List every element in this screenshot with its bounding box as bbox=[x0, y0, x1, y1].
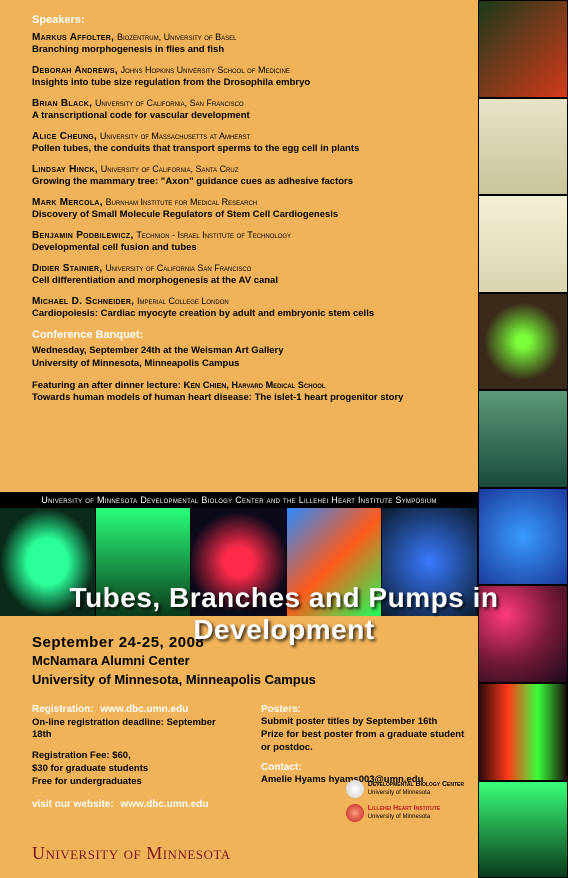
speaker-entry: Brian Black, University of California, S… bbox=[32, 98, 468, 121]
banquet-line: Wednesday, September 24th at the Weisman… bbox=[32, 345, 468, 358]
sidebar-image-cell bbox=[478, 0, 568, 98]
dbc-logo-sub: University of Minnesota bbox=[368, 790, 430, 796]
registration-column: Registration: www.dbc.umn.edu On-line re… bbox=[32, 703, 237, 789]
banquet-feature: Featuring an after dinner lecture: Ken C… bbox=[32, 379, 468, 393]
registration-heading: Registration: bbox=[32, 704, 94, 715]
university-wordmark: University of Minnesota bbox=[32, 843, 231, 864]
banquet-line: University of Minnesota, Minneapolis Cam… bbox=[32, 358, 468, 371]
lillehei-logo-text: Lillehei Heart Institute bbox=[368, 805, 440, 812]
event-campus: University of Minnesota, Minneapolis Cam… bbox=[32, 672, 466, 689]
posters-heading: Posters: bbox=[261, 703, 466, 717]
top-panel: Speakers: Markus Affolter, Biozentrum, U… bbox=[0, 0, 478, 492]
banquet-heading: Conference Banquet: bbox=[32, 329, 468, 341]
registration-fee: Free for undergraduates bbox=[32, 776, 237, 789]
banquet-feature-name: Ken Chien, bbox=[184, 380, 229, 391]
dbc-logo-text: Developmental Biology Center bbox=[368, 781, 464, 788]
posters-line: Prize for best poster from a graduate st… bbox=[261, 729, 466, 755]
lillehei-logo-icon bbox=[346, 804, 364, 822]
sidebar-image-cell bbox=[478, 488, 568, 586]
website-url[interactable]: www.dbc.umn.edu bbox=[120, 799, 208, 810]
main-title: Tubes, Branches and Pumps in Development bbox=[0, 582, 568, 646]
sidebar-image-cell bbox=[478, 683, 568, 781]
website-label: visit our website: bbox=[32, 799, 114, 810]
registration-deadline: On-line registration deadline: September… bbox=[32, 717, 237, 743]
registration-url[interactable]: www.dbc.umn.edu bbox=[100, 704, 188, 715]
bottom-panel: September 24-25, 2008 McNamara Alumni Ce… bbox=[0, 616, 478, 878]
banquet-feature-talk: Towards human models of human heart dise… bbox=[32, 392, 468, 405]
speaker-entry: Benjamin Podbilewicz, Technion - Israel … bbox=[32, 230, 468, 253]
speaker-entry: Alice Cheung, University of Massachusett… bbox=[32, 131, 468, 154]
event-venue: McNamara Alumni Center bbox=[32, 653, 466, 670]
speaker-entry: Deborah Andrews, Johns Hopkins Universit… bbox=[32, 65, 468, 88]
speakers-list: Markus Affolter, Biozentrum, University … bbox=[32, 32, 468, 319]
speaker-entry: Markus Affolter, Biozentrum, University … bbox=[32, 32, 468, 55]
speakers-heading: Speakers: bbox=[32, 14, 468, 26]
sidebar-image-cell bbox=[478, 781, 568, 878]
registration-fee: $30 for graduate students bbox=[32, 763, 237, 776]
speaker-entry: Mark Mercola, Burnham Institute for Medi… bbox=[32, 197, 468, 220]
speaker-entry: Michael D. Schneider, Imperial College L… bbox=[32, 296, 468, 319]
lillehei-logo-sub: University of Minnesota bbox=[368, 814, 430, 820]
sidebar-image-cell bbox=[478, 293, 568, 391]
posters-line: Submit poster titles by September 16th bbox=[261, 716, 466, 729]
posters-column: Posters: Submit poster titles by Septemb… bbox=[261, 703, 466, 789]
speaker-entry: Didier Stainier, University of Californi… bbox=[32, 263, 468, 286]
sidebar-image-cell bbox=[478, 390, 568, 488]
sidebar-image-cell bbox=[478, 98, 568, 196]
registration-fee: Registration Fee: $60, bbox=[32, 750, 237, 763]
sidebar-images bbox=[478, 0, 568, 878]
dbc-logo-icon bbox=[346, 780, 364, 798]
main-column: Speakers: Markus Affolter, Biozentrum, U… bbox=[0, 0, 478, 878]
banner-strip: University of Minnesota Developmental Bi… bbox=[0, 492, 478, 508]
sidebar-image-cell bbox=[478, 195, 568, 293]
banquet-feature-pre: Featuring an after dinner lecture: bbox=[32, 380, 184, 391]
speaker-entry: Lindsay Hinck, University of California,… bbox=[32, 164, 468, 187]
banquet-feature-affil: Harvard Medical School bbox=[229, 380, 326, 390]
contact-heading: Contact: bbox=[261, 761, 466, 775]
sponsor-logos: Developmental Biology Center University o… bbox=[346, 780, 464, 828]
